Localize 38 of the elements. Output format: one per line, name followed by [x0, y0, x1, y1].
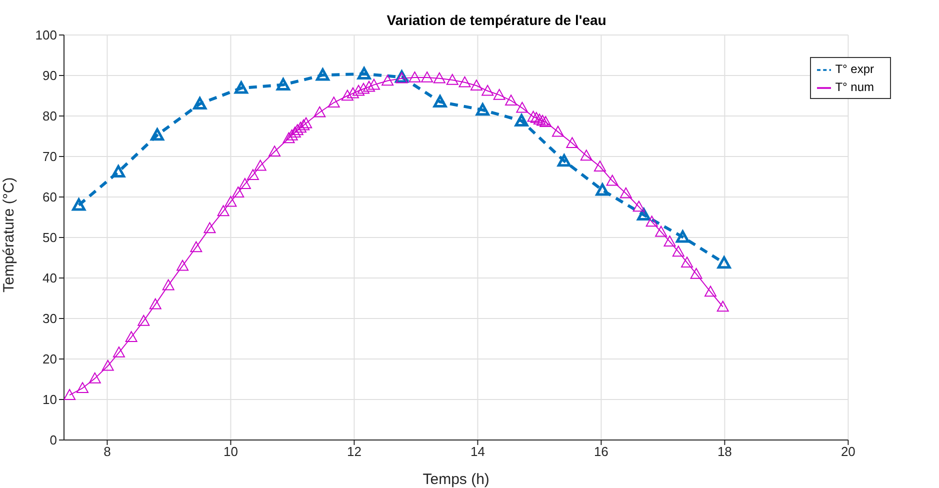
y-tick-label: 50 — [42, 230, 57, 246]
point — [72, 198, 86, 211]
point — [514, 114, 528, 127]
point — [276, 78, 290, 90]
y-tick-label: 70 — [42, 149, 57, 164]
point — [193, 97, 207, 110]
y-tick-label: 90 — [42, 68, 57, 84]
x-tick-label: 12 — [346, 444, 362, 460]
y-tick-label: 80 — [42, 108, 57, 124]
chart-title: Variation de température de l'eau — [386, 12, 608, 28]
legend-label: T° num — [835, 80, 874, 94]
y-tick-label: 20 — [42, 352, 57, 367]
y-tick-label: 60 — [42, 190, 57, 205]
y-tick-label: 100 — [35, 28, 57, 43]
point — [676, 230, 690, 243]
y-tick-label: 40 — [42, 270, 57, 286]
y-axis-title: Température (°C) — [0, 177, 18, 292]
y-tick-label: 0 — [50, 432, 57, 448]
point — [112, 165, 126, 178]
point — [357, 67, 371, 80]
x-tick-label: 18 — [717, 444, 732, 460]
point — [476, 103, 490, 116]
point — [557, 154, 571, 167]
x-tick-label: 20 — [840, 444, 856, 460]
x-tick-label: 16 — [594, 444, 608, 460]
x-axis-title: Temps (h) — [422, 471, 490, 488]
point — [150, 128, 164, 141]
x-tick-label: 8 — [104, 444, 111, 460]
point — [316, 68, 330, 81]
point — [596, 183, 610, 196]
x-tick-label: 10 — [223, 444, 238, 460]
y-tick-label: 30 — [42, 311, 57, 326]
point — [717, 256, 731, 269]
y-tick-label: 10 — [42, 392, 57, 408]
point — [433, 95, 447, 108]
point — [234, 81, 248, 94]
legend-label: T° expr — [835, 62, 874, 76]
x-tick-label: 14 — [470, 444, 485, 460]
